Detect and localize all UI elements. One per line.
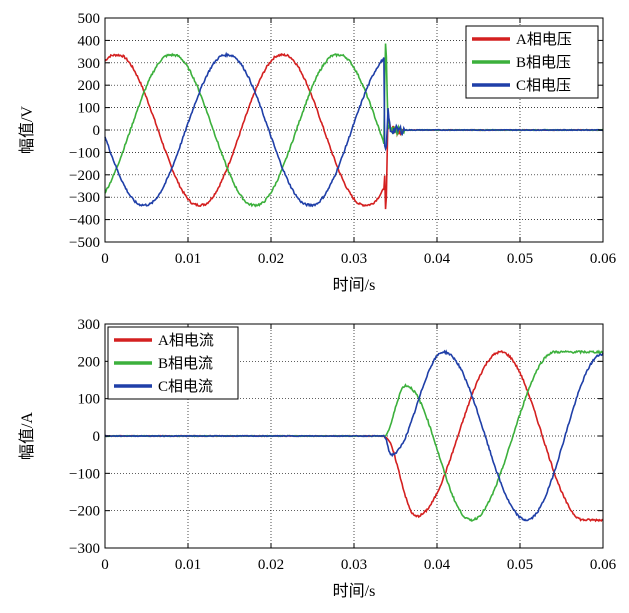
series-line [104,51,604,208]
y-tick-label: −300 [69,190,100,206]
y-tick-label: −100 [69,466,100,482]
x-tick-label: 0.04 [424,557,451,573]
y-tick-label: −500 [69,235,100,251]
x-tick-label: 0.03 [341,557,367,573]
y-tick-label: −300 [69,541,100,557]
x-tick-label: 0.06 [590,251,617,267]
x-tick-label: 0.03 [341,251,367,267]
legend-label: C相电流 [158,378,213,395]
y-tick-label: 0 [93,429,101,445]
x-tick-label: 0.02 [258,251,284,267]
x-tick-label: 0.02 [258,557,284,573]
y-tick-label: 200 [78,354,101,370]
legend-label: B相电流 [158,355,213,372]
x-tick-label: 0 [101,557,109,573]
y-tick-label: 500 [78,11,101,27]
x-tick-label: 0.01 [175,557,201,573]
y-axis-label: 幅值/V [18,106,36,154]
x-tick-label: 0.06 [590,557,617,573]
x-tick-label: 0.01 [175,251,201,267]
y-tick-label: 300 [78,56,101,72]
y-tick-label: 400 [78,33,101,49]
voltage-chart: 0 0.01 0.02 0.03 0.04 0.05 0.06 −500 −400 −300 −20… [18,11,617,294]
legend-label: C相电压 [516,77,571,94]
legend-label: B相电压 [516,54,571,71]
y-tick-label: −200 [69,504,100,520]
y-tick-label: −200 [69,168,100,184]
series-line [104,349,604,522]
x-axis-label: 时间/s [333,276,376,294]
current-chart: 0 0.01 0.02 0.03 0.04 0.05 0.06 −300 −200 −100 0 10… [18,317,617,600]
y-axis-label: 幅值/A [18,412,36,460]
x-tick-label: 0 [101,251,109,267]
y-tick-label: 100 [78,392,101,408]
y-tick-label: 0 [93,123,101,139]
y-tick-label: 200 [78,78,101,94]
y-tick-label: 100 [78,101,101,117]
x-tick-label: 0.04 [424,251,451,267]
x-tick-label: 0.05 [507,251,533,267]
y-tick-label: −100 [69,145,100,161]
x-tick-label: 0.05 [507,557,533,573]
y-tick-label: 300 [78,317,101,333]
x-axis-label: 时间/s [333,582,376,600]
legend-label: A相电压 [516,31,572,48]
y-tick-label: −400 [69,213,100,229]
legend-label: A相电流 [158,332,214,349]
